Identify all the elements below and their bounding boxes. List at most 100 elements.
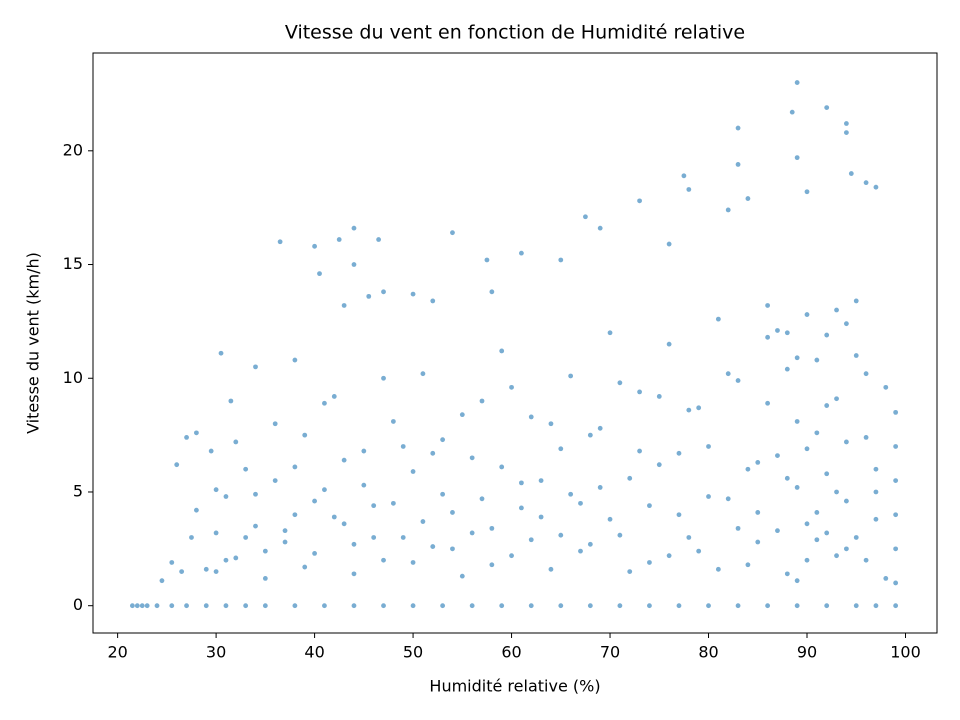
point bbox=[371, 535, 377, 540]
point bbox=[784, 330, 790, 336]
point bbox=[696, 548, 702, 554]
point bbox=[597, 485, 603, 490]
point bbox=[479, 496, 485, 502]
y-tick-label: 0 bbox=[73, 595, 83, 614]
point bbox=[735, 162, 741, 167]
point bbox=[893, 478, 899, 484]
point bbox=[489, 562, 495, 568]
point bbox=[194, 430, 199, 436]
point bbox=[469, 530, 475, 536]
point bbox=[617, 603, 623, 609]
point bbox=[814, 510, 820, 515]
point bbox=[681, 173, 687, 179]
point bbox=[390, 500, 396, 506]
point bbox=[499, 603, 505, 609]
point bbox=[208, 448, 214, 454]
point bbox=[706, 494, 711, 499]
point bbox=[459, 412, 465, 418]
point bbox=[863, 557, 869, 563]
point bbox=[430, 298, 436, 304]
point bbox=[755, 510, 761, 515]
point bbox=[706, 444, 711, 449]
point bbox=[341, 303, 347, 308]
point bbox=[843, 321, 849, 327]
point bbox=[450, 546, 455, 552]
point bbox=[538, 514, 544, 520]
point bbox=[765, 603, 771, 609]
point bbox=[627, 475, 633, 481]
point bbox=[381, 603, 386, 609]
point bbox=[519, 505, 524, 511]
point bbox=[863, 180, 869, 186]
point bbox=[765, 400, 771, 406]
point bbox=[336, 237, 342, 242]
point bbox=[243, 603, 249, 609]
point bbox=[834, 307, 839, 313]
point bbox=[272, 478, 278, 484]
point bbox=[381, 289, 386, 295]
point bbox=[583, 214, 588, 220]
point bbox=[223, 494, 229, 499]
point bbox=[129, 603, 135, 609]
point bbox=[843, 439, 849, 445]
x-tick-label: 100 bbox=[890, 643, 921, 662]
point bbox=[410, 469, 416, 474]
point bbox=[647, 603, 652, 609]
point bbox=[893, 444, 899, 449]
point bbox=[686, 407, 692, 413]
point bbox=[745, 466, 751, 472]
point bbox=[735, 603, 741, 609]
point bbox=[450, 230, 455, 236]
point bbox=[277, 239, 283, 245]
point bbox=[253, 523, 258, 529]
point bbox=[647, 560, 652, 565]
point bbox=[706, 603, 711, 609]
point bbox=[174, 462, 180, 468]
point bbox=[213, 569, 219, 574]
point bbox=[351, 225, 357, 231]
point bbox=[400, 535, 406, 540]
point bbox=[144, 603, 150, 609]
point bbox=[715, 316, 721, 322]
point bbox=[824, 530, 830, 536]
point bbox=[578, 500, 583, 506]
y-tick-label: 20 bbox=[63, 140, 83, 159]
point bbox=[262, 603, 268, 609]
point bbox=[312, 243, 317, 249]
point bbox=[317, 271, 322, 277]
point bbox=[789, 109, 795, 115]
point bbox=[656, 394, 662, 399]
point bbox=[607, 330, 613, 336]
point bbox=[893, 603, 899, 609]
point bbox=[765, 303, 771, 308]
point bbox=[430, 544, 436, 549]
point bbox=[686, 187, 692, 192]
point bbox=[154, 603, 160, 609]
point bbox=[873, 466, 879, 472]
axes-frame bbox=[92, 52, 938, 634]
point bbox=[499, 348, 505, 354]
point bbox=[587, 432, 593, 438]
point bbox=[725, 496, 731, 502]
point bbox=[834, 553, 839, 559]
point bbox=[351, 603, 357, 609]
point bbox=[548, 566, 554, 572]
point bbox=[676, 603, 682, 609]
point bbox=[169, 603, 175, 609]
point bbox=[814, 430, 820, 436]
point bbox=[883, 384, 889, 390]
point bbox=[233, 555, 239, 561]
point bbox=[469, 455, 475, 461]
point bbox=[351, 541, 357, 547]
point bbox=[351, 571, 357, 577]
point bbox=[725, 207, 731, 213]
point bbox=[179, 569, 185, 574]
point bbox=[292, 512, 298, 518]
y-tick-label: 10 bbox=[63, 368, 83, 387]
point bbox=[272, 421, 278, 427]
point bbox=[853, 353, 859, 358]
point bbox=[450, 510, 455, 515]
point bbox=[863, 371, 869, 377]
point bbox=[775, 453, 780, 458]
point bbox=[292, 603, 298, 609]
